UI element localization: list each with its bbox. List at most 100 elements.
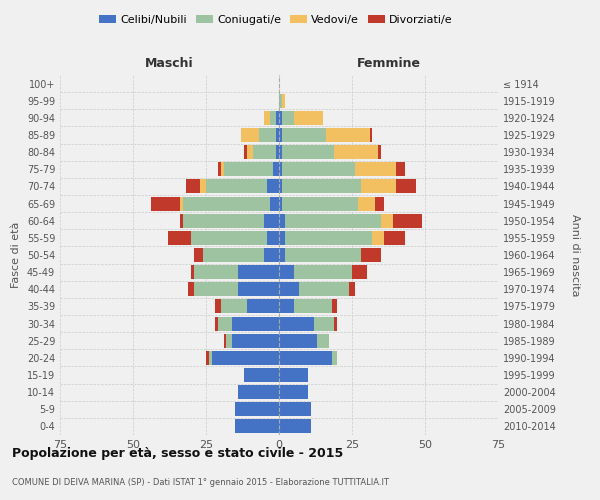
- Bar: [276, 145, 279, 159]
- Bar: [182, 214, 265, 228]
- Bar: [355, 162, 396, 176]
- Bar: [393, 214, 422, 228]
- Bar: [235, 402, 279, 416]
- Bar: [279, 128, 282, 142]
- Bar: [279, 196, 282, 210]
- Bar: [326, 128, 370, 142]
- Bar: [182, 196, 270, 210]
- Bar: [221, 300, 247, 314]
- Bar: [361, 180, 396, 194]
- Bar: [212, 351, 279, 365]
- Bar: [276, 111, 279, 125]
- Bar: [270, 111, 276, 125]
- Bar: [282, 196, 358, 210]
- Bar: [224, 334, 226, 347]
- Bar: [244, 145, 247, 159]
- Bar: [206, 180, 268, 194]
- Bar: [218, 162, 221, 176]
- Bar: [200, 180, 206, 194]
- Bar: [282, 162, 355, 176]
- Bar: [268, 180, 279, 194]
- Y-axis label: Anni di nascita: Anni di nascita: [569, 214, 580, 296]
- Bar: [265, 214, 279, 228]
- Bar: [238, 265, 279, 279]
- Bar: [282, 111, 293, 125]
- Bar: [265, 248, 279, 262]
- Bar: [232, 316, 279, 330]
- Bar: [279, 420, 311, 434]
- Bar: [180, 196, 182, 210]
- Text: Maschi: Maschi: [145, 57, 194, 70]
- Bar: [293, 111, 323, 125]
- Bar: [361, 248, 381, 262]
- Bar: [285, 231, 373, 245]
- Bar: [285, 248, 361, 262]
- Bar: [358, 196, 376, 210]
- Bar: [381, 214, 393, 228]
- Bar: [279, 368, 308, 382]
- Bar: [185, 180, 200, 194]
- Bar: [191, 231, 268, 245]
- Bar: [279, 162, 282, 176]
- Bar: [279, 180, 282, 194]
- Bar: [279, 94, 282, 108]
- Bar: [279, 334, 317, 347]
- Bar: [370, 128, 373, 142]
- Bar: [215, 300, 221, 314]
- Bar: [224, 162, 273, 176]
- Bar: [241, 128, 259, 142]
- Bar: [279, 111, 282, 125]
- Bar: [203, 248, 265, 262]
- Bar: [194, 265, 238, 279]
- Bar: [317, 334, 329, 347]
- Bar: [279, 316, 314, 330]
- Bar: [194, 248, 203, 262]
- Bar: [279, 402, 311, 416]
- Bar: [235, 420, 279, 434]
- Bar: [279, 265, 293, 279]
- Bar: [273, 162, 279, 176]
- Bar: [314, 316, 334, 330]
- Bar: [180, 214, 182, 228]
- Bar: [221, 162, 224, 176]
- Bar: [279, 385, 308, 399]
- Bar: [247, 300, 279, 314]
- Text: Popolazione per età, sesso e stato civile - 2015: Popolazione per età, sesso e stato civil…: [12, 448, 343, 460]
- Bar: [279, 351, 332, 365]
- Bar: [168, 231, 191, 245]
- Y-axis label: Fasce di età: Fasce di età: [11, 222, 21, 288]
- Bar: [268, 231, 279, 245]
- Bar: [238, 385, 279, 399]
- Bar: [332, 351, 337, 365]
- Bar: [218, 316, 232, 330]
- Bar: [396, 162, 404, 176]
- Bar: [332, 300, 337, 314]
- Bar: [265, 111, 270, 125]
- Bar: [334, 145, 378, 159]
- Bar: [244, 368, 279, 382]
- Bar: [352, 265, 367, 279]
- Bar: [191, 265, 194, 279]
- Bar: [259, 128, 276, 142]
- Bar: [215, 316, 218, 330]
- Bar: [279, 145, 282, 159]
- Bar: [270, 196, 279, 210]
- Bar: [253, 145, 276, 159]
- Bar: [279, 300, 293, 314]
- Bar: [378, 145, 381, 159]
- Bar: [279, 231, 285, 245]
- Bar: [238, 282, 279, 296]
- Bar: [247, 145, 253, 159]
- Bar: [282, 128, 326, 142]
- Bar: [226, 334, 232, 347]
- Bar: [282, 180, 361, 194]
- Bar: [188, 282, 194, 296]
- Bar: [285, 214, 381, 228]
- Bar: [194, 282, 238, 296]
- Bar: [209, 351, 212, 365]
- Bar: [334, 316, 337, 330]
- Bar: [396, 180, 416, 194]
- Text: Femmine: Femmine: [356, 57, 421, 70]
- Bar: [384, 231, 404, 245]
- Bar: [151, 196, 180, 210]
